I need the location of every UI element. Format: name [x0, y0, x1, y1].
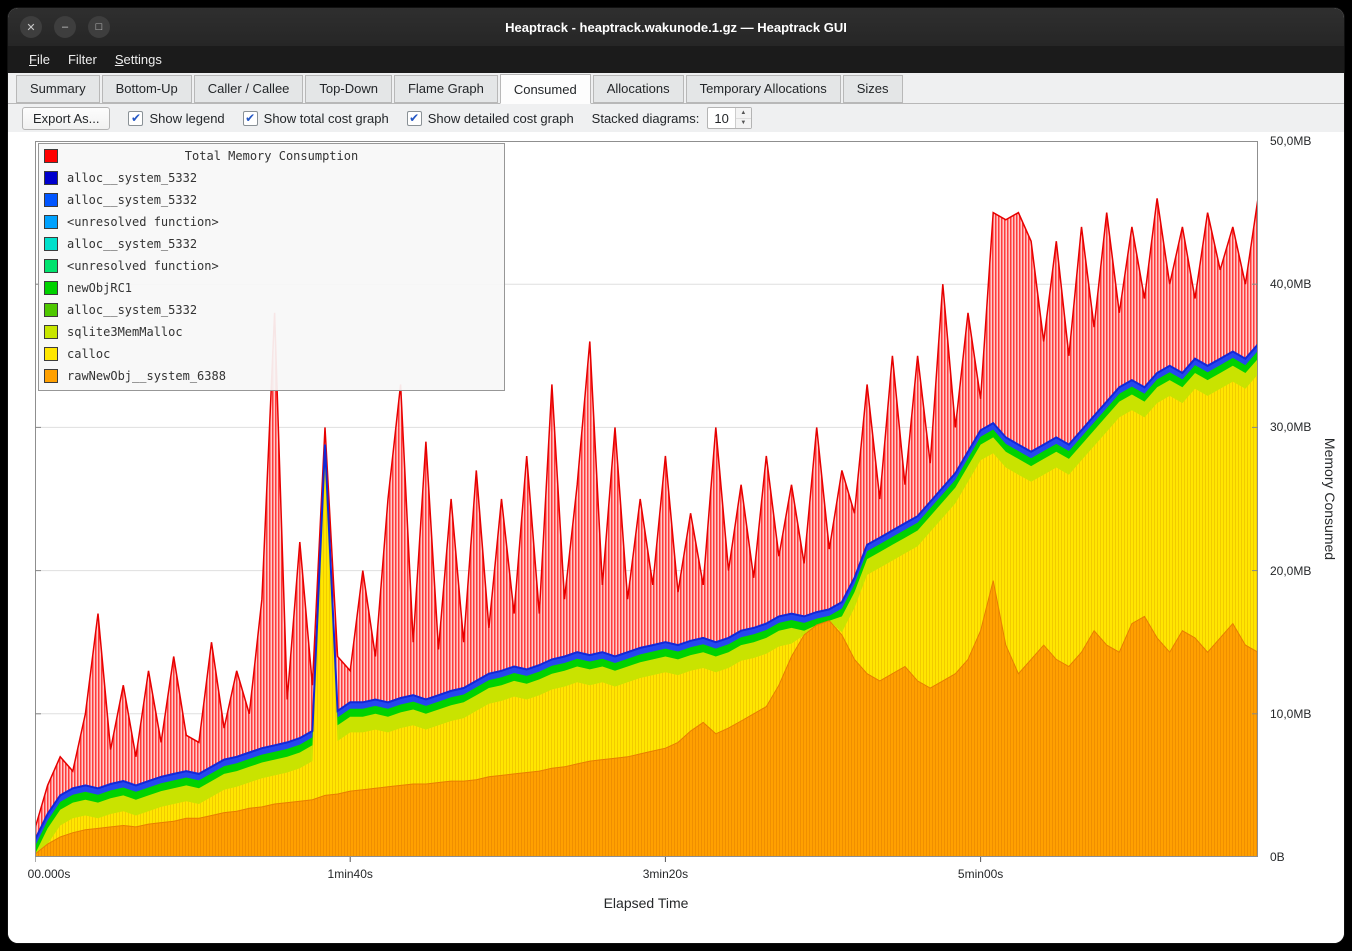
- legend-item: calloc: [39, 343, 504, 365]
- maximize-icon[interactable]: □: [88, 16, 110, 38]
- legend-item: sqlite3MemMalloc: [39, 321, 504, 343]
- export-as-button[interactable]: Export As...: [22, 106, 111, 130]
- total-consumption-line: [34, 198, 1259, 829]
- rawnewobj-line: [34, 580, 1259, 855]
- menu-item-filter[interactable]: Filter: [67, 52, 97, 67]
- tab-temporary-allocations[interactable]: Temporary Allocations: [685, 75, 841, 103]
- window-title: Heaptrack - heaptrack.wakunode.1.gz — He…: [505, 19, 847, 35]
- y-tick-label: 50,0MB: [1270, 134, 1312, 148]
- checkbox-label: Show legend: [149, 110, 225, 126]
- legend-item: alloc__system_5332: [39, 189, 504, 211]
- chart-legend: Total Memory Consumption alloc__system_5…: [38, 143, 505, 391]
- stacked-diagrams-group: Stacked diagrams: 10 ▲ ▼: [592, 107, 752, 129]
- checkbox-show-legend[interactable]: ✔ Show legend: [128, 110, 225, 126]
- legend-swatch: [44, 171, 58, 185]
- y-tick-label: 0B: [1270, 850, 1285, 864]
- menu-bar: File Filter Settings: [8, 46, 1344, 73]
- toolbar: Export As... ✔ Show legend ✔ Show total cos…: [8, 104, 1344, 132]
- spin-down-icon[interactable]: ▼: [735, 118, 751, 128]
- minimize-icon[interactable]: –: [54, 16, 76, 38]
- x-tick-label: 1min40s: [327, 867, 373, 881]
- legend-item: alloc__system_5332: [39, 233, 504, 255]
- legend-item: <unresolved function>: [39, 211, 504, 233]
- consumed-chart: 0B 10,0MB 20,0MB 30,0MB 40,0MB 50,0MB 00.000s…: [8, 132, 1344, 943]
- y-tick-label: 20,0MB: [1270, 563, 1312, 578]
- spin-buttons: ▲ ▼: [734, 108, 751, 128]
- check-icon[interactable]: ✔: [242, 110, 258, 126]
- x-tick-label: 00.000s: [27, 867, 71, 881]
- legend-label: sqlite3MemMalloc: [67, 325, 183, 339]
- tab-bottom-up[interactable]: Bottom-Up: [101, 75, 192, 103]
- legend-entries: alloc__system_5332 alloc__system_5332 <unr…: [39, 167, 504, 387]
- legend-item: rawNewObj__system_6388: [39, 365, 504, 387]
- tab-consumed[interactable]: Consumed: [499, 74, 591, 104]
- plot-frame: [35, 141, 1258, 857]
- stacked-diagrams-value[interactable]: 10: [714, 110, 729, 126]
- tab-allocations[interactable]: Allocations: [592, 75, 684, 103]
- x-tick-label: 5min00s: [957, 867, 1004, 881]
- legend-swatch: [44, 193, 58, 207]
- legend-swatch: [44, 303, 58, 317]
- y-tick-label: 30,0MB: [1270, 420, 1312, 435]
- legend-label: <unresolved function>: [67, 259, 219, 273]
- close-icon[interactable]: ✕: [20, 16, 42, 38]
- checkbox-label: Show total cost graph: [263, 110, 389, 126]
- plot-area[interactable]: [34, 141, 1259, 863]
- legend-label: calloc: [67, 347, 111, 361]
- menu-item-file[interactable]: File: [29, 52, 50, 67]
- check-icon[interactable]: ✔: [128, 110, 144, 126]
- y-axis-title: Memory Consumed: [1322, 437, 1338, 561]
- legend-swatch: [44, 369, 58, 383]
- legend-label: alloc__system_5332: [67, 171, 198, 185]
- legend-item: <unresolved function>: [39, 255, 504, 277]
- legend-swatch: [44, 325, 58, 339]
- legend-item: newObjRC1: [39, 277, 504, 299]
- legend-swatch: [44, 237, 58, 251]
- tab-flame-graph[interactable]: Flame Graph: [393, 75, 498, 103]
- x-tick-label: 3min20s: [642, 867, 689, 881]
- stacked-diagrams-label: Stacked diagrams:: [591, 110, 700, 126]
- checkbox-show-total-cost-graph[interactable]: ✔ Show total cost graph: [242, 110, 389, 126]
- spin-up-icon[interactable]: ▲: [735, 108, 751, 119]
- legend-title-row: Total Memory Consumption: [39, 145, 504, 167]
- window-controls: ✕ – □: [8, 16, 110, 38]
- legend-label: alloc__system_5332: [67, 237, 198, 251]
- memory-chart-svg[interactable]: [34, 141, 1259, 863]
- menu-item-settings[interactable]: Settings: [114, 52, 162, 67]
- title-bar[interactable]: ✕ – □ Heaptrack - heaptrack.wakunode.1.gz …: [8, 8, 1344, 46]
- legend-label: newObjRC1: [67, 281, 133, 295]
- check-icon[interactable]: ✔: [406, 110, 422, 126]
- y-tick-label: 10,0MB: [1270, 706, 1312, 721]
- alloc-system-line: [34, 343, 1259, 841]
- checkbox-show-detailed-cost-graph[interactable]: ✔ Show detailed cost graph: [406, 110, 574, 126]
- legend-label: alloc__system_5332: [67, 193, 198, 207]
- legend-swatch: [44, 281, 58, 295]
- legend-title: Total Memory Consumption: [184, 149, 359, 163]
- tab-summary[interactable]: Summary: [16, 75, 100, 103]
- rawnewobj-area: [35, 580, 1258, 857]
- x-axis-title: Elapsed Time: [603, 895, 689, 911]
- checkbox-label: Show detailed cost graph: [427, 110, 574, 126]
- legend-label: <unresolved function>: [67, 215, 219, 229]
- legend-item: alloc__system_5332: [39, 299, 504, 321]
- tab-top-down[interactable]: Top-Down: [305, 75, 392, 103]
- tab-sizes[interactable]: Sizes: [842, 75, 903, 103]
- y-tick-label: 40,0MB: [1270, 277, 1312, 292]
- stacked-diagrams-spinbox[interactable]: 10 ▲ ▼: [707, 107, 752, 129]
- legend-swatch: [44, 215, 58, 229]
- legend-total-swatch: [44, 149, 58, 163]
- tab-caller-callee[interactable]: Caller / Callee: [193, 75, 304, 103]
- tab-bar: Summary Bottom-Up Caller / Callee Top-Down F…: [8, 73, 1344, 104]
- legend-swatch: [44, 347, 58, 361]
- legend-item: alloc__system_5332: [39, 167, 504, 189]
- legend-label: rawNewObj__system_6388: [67, 369, 226, 383]
- heaptrack-window: ✕ – □ Heaptrack - heaptrack.wakunode.1.gz …: [8, 8, 1344, 943]
- toolbar-checkboxes: ✔ Show legend ✔ Show total cost graph ✔ Show …: [128, 110, 574, 126]
- legend-label: alloc__system_5332: [67, 303, 198, 317]
- legend-swatch: [44, 259, 58, 273]
